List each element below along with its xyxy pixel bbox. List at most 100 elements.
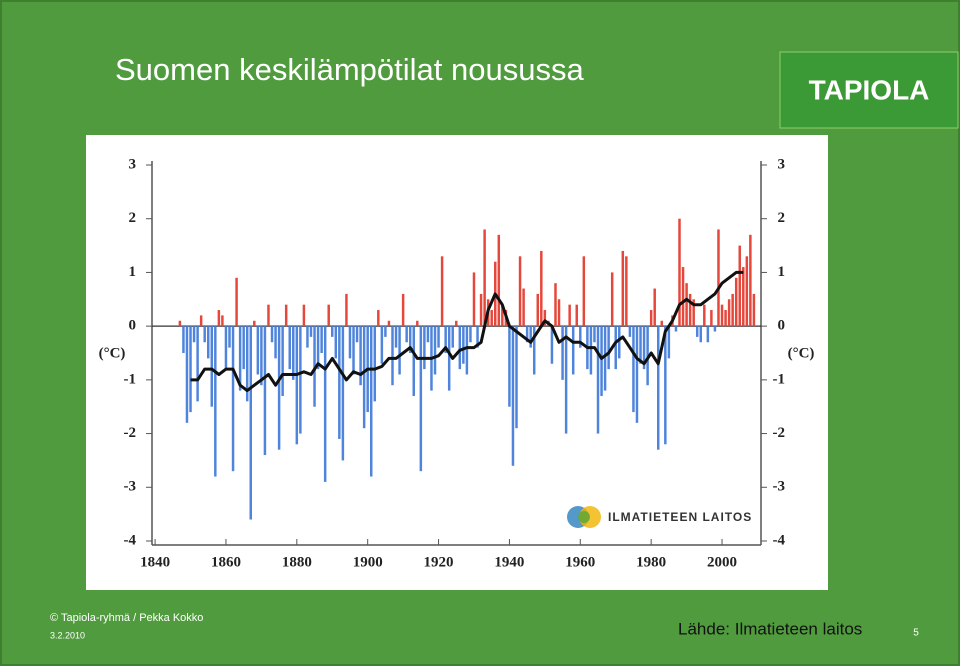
bar [688, 293, 692, 327]
bar [639, 326, 642, 364]
bar [532, 326, 536, 375]
x-tick-label: 1960 [565, 554, 595, 570]
bar [440, 256, 444, 327]
bar [657, 326, 660, 450]
bar [571, 326, 575, 375]
bar [451, 326, 454, 348]
bar [703, 304, 706, 327]
bar [206, 326, 210, 359]
x-tick-label: 2000 [707, 554, 737, 570]
bar [550, 326, 554, 364]
source-logo-icon [567, 506, 601, 528]
bar [745, 256, 749, 327]
bar [384, 326, 387, 337]
bar [447, 326, 451, 391]
chart-panel [86, 135, 828, 590]
bar [210, 326, 214, 407]
bar [660, 320, 664, 327]
y2-tick-label: -4 [773, 532, 786, 548]
bar [352, 326, 355, 375]
copyright: © Tapiola-ryhmä / Pekka Kokko [50, 612, 203, 624]
bar [256, 326, 260, 375]
bar [263, 326, 267, 456]
bar [621, 250, 625, 327]
bar [267, 304, 270, 327]
bar [387, 320, 391, 327]
bar [455, 320, 458, 327]
y2-tick-label: 1 [778, 264, 786, 280]
bar [607, 326, 610, 370]
bar [628, 326, 632, 337]
bar [681, 267, 685, 327]
y-tick-label: 3 [129, 156, 137, 172]
x-tick-label: 1980 [636, 554, 666, 570]
bar [710, 310, 713, 327]
bar [203, 326, 206, 343]
x-tick-label: 1880 [282, 554, 312, 570]
source-logo-text: ILMATIETEEN LAITOS [608, 510, 752, 524]
bar [632, 326, 635, 413]
bar [253, 320, 256, 327]
bar [284, 304, 288, 327]
x-tick-label: 1920 [424, 554, 454, 570]
bar [299, 326, 302, 434]
y-tick-label: -2 [124, 425, 137, 441]
bar [674, 326, 678, 332]
bar [426, 326, 430, 343]
bar [649, 310, 653, 327]
bar [472, 272, 476, 327]
bar [525, 326, 529, 343]
y2-tick-label: -1 [773, 371, 786, 387]
bar [543, 310, 547, 327]
bar [231, 326, 235, 472]
bar [614, 326, 617, 370]
date: 3.2.2010 [50, 630, 85, 640]
bar [579, 326, 582, 348]
bar [465, 326, 469, 375]
bar [752, 293, 756, 327]
bar [731, 293, 734, 327]
y-tick-label: -1 [124, 371, 137, 387]
x-tick-label: 1860 [211, 554, 241, 570]
bar [348, 326, 352, 359]
bar [717, 229, 720, 327]
bar [228, 326, 231, 348]
bar [653, 288, 656, 327]
slide-title: Suomen keskilämpötilat nousussa [115, 52, 584, 87]
bar [582, 256, 586, 327]
bar [437, 326, 440, 348]
bar [345, 293, 348, 327]
y2-tick-label: -3 [773, 479, 786, 495]
bar [603, 326, 607, 391]
bar [564, 326, 568, 434]
y-axis-label: (°C) [99, 345, 126, 361]
bar [373, 326, 377, 402]
bar [214, 326, 217, 477]
bar [508, 326, 511, 407]
bar [334, 326, 338, 359]
bar [568, 304, 571, 327]
x-tick-label: 1900 [353, 554, 383, 570]
bar [483, 229, 486, 327]
bar [557, 299, 561, 327]
bar [338, 326, 341, 439]
source: Lähde: Ilmatieteen laitos [678, 619, 862, 638]
bar [295, 326, 299, 445]
bar [476, 326, 479, 348]
y2-tick-label: 0 [778, 318, 786, 334]
bar [398, 326, 401, 375]
y2-tick-label: 3 [778, 156, 786, 172]
bar [274, 326, 277, 359]
bar [561, 326, 564, 380]
bar [610, 272, 614, 327]
x-tick-label: 1840 [140, 554, 170, 570]
bar [401, 293, 405, 327]
bar [593, 326, 596, 343]
logo-border [779, 51, 959, 129]
bar [277, 326, 281, 450]
bar [618, 326, 621, 359]
bar [306, 326, 309, 348]
bar [738, 245, 741, 327]
